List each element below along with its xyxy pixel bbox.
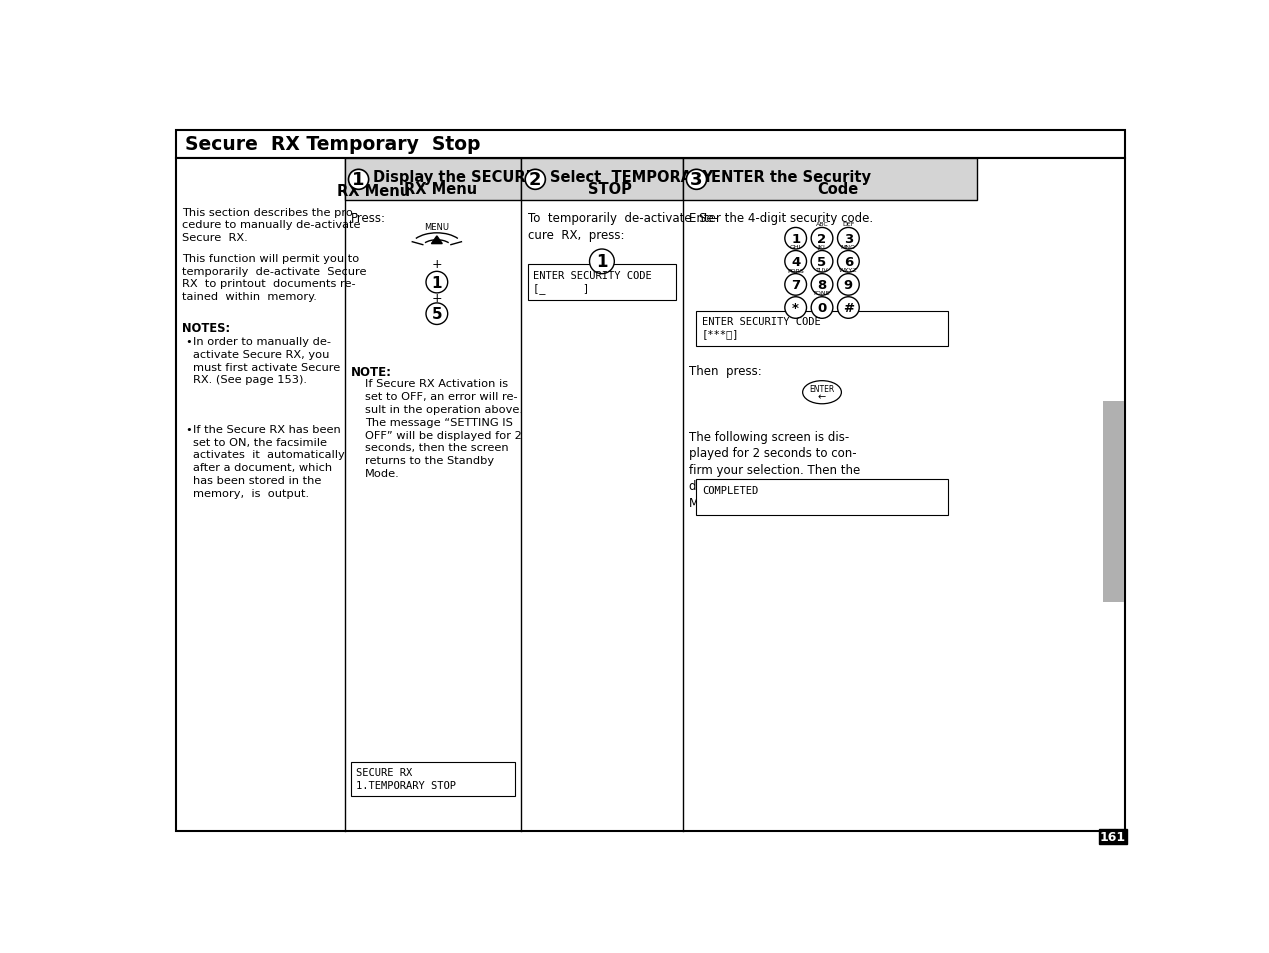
Circle shape <box>784 297 807 319</box>
Text: ENTER SECURITY CODE
[***͟]: ENTER SECURITY CODE [***͟] <box>702 316 821 339</box>
Text: 2: 2 <box>817 233 826 246</box>
Text: 5: 5 <box>431 307 442 322</box>
Text: COMPLETED: COMPLETED <box>702 485 758 496</box>
Text: 5: 5 <box>817 255 826 269</box>
Circle shape <box>838 252 859 273</box>
Text: Press:: Press: <box>350 213 386 225</box>
Circle shape <box>838 228 859 250</box>
Text: 7: 7 <box>791 278 801 292</box>
Text: 1: 1 <box>431 275 442 291</box>
Text: DEF: DEF <box>843 222 854 227</box>
Text: ABC: ABC <box>816 222 829 227</box>
Text: In order to manually de-
activate Secure RX, you
must first activate Secure
RX. : In order to manually de- activate Secure… <box>193 336 340 385</box>
Text: Secure  RX Temporary  Stop: Secure RX Temporary Stop <box>185 135 481 153</box>
Text: MNO: MNO <box>841 245 855 250</box>
Text: TUV: TUV <box>816 268 829 273</box>
Circle shape <box>811 274 832 295</box>
Circle shape <box>525 171 546 191</box>
Circle shape <box>838 297 859 319</box>
Text: Display the SECURE: Display the SECURE <box>373 170 536 185</box>
Bar <box>697 312 948 347</box>
Text: •: • <box>185 424 192 435</box>
Text: 161: 161 <box>1099 830 1126 843</box>
Text: ENTER SECURITY CODE
[_      ]: ENTER SECURITY CODE [_ ] <box>533 271 652 294</box>
Text: 1: 1 <box>791 233 801 246</box>
Circle shape <box>784 252 807 273</box>
Text: To  temporarily  de-activate  Se-
cure  RX,  press:: To temporarily de-activate Se- cure RX, … <box>528 213 718 241</box>
Bar <box>1103 402 1124 602</box>
Text: 6: 6 <box>844 255 853 269</box>
Text: JKL: JKL <box>817 245 827 250</box>
Text: 1: 1 <box>596 253 608 271</box>
Bar <box>683 159 977 201</box>
Bar <box>345 159 522 201</box>
Circle shape <box>811 297 832 319</box>
Text: 8: 8 <box>817 278 826 292</box>
Text: 3: 3 <box>690 172 703 189</box>
Text: #: # <box>843 302 854 314</box>
Text: MENU: MENU <box>424 222 449 232</box>
Bar <box>1099 829 1127 844</box>
Text: Then  press:: Then press: <box>689 365 761 378</box>
Text: *: * <box>792 302 799 314</box>
Circle shape <box>838 274 859 295</box>
Text: +: + <box>431 258 442 271</box>
Text: RX Menu: RX Menu <box>336 184 410 198</box>
Bar <box>350 762 515 796</box>
Circle shape <box>784 228 807 250</box>
Text: This section describes the pro-
cedure to manually de-activate
Secure  RX.: This section describes the pro- cedure t… <box>181 208 360 243</box>
Text: If the Secure RX has been
set to ON, the facsimile
activates  it  automatically
: If the Secure RX has been set to ON, the… <box>193 424 344 498</box>
Circle shape <box>590 250 614 274</box>
Text: 3: 3 <box>844 233 853 246</box>
Text: +: + <box>431 292 442 305</box>
Text: 2: 2 <box>529 172 542 189</box>
Bar <box>528 265 676 300</box>
Text: WXYZ: WXYZ <box>839 268 858 273</box>
Circle shape <box>784 274 807 295</box>
Text: 9: 9 <box>844 278 853 292</box>
Text: NOTES:: NOTES: <box>181 321 230 335</box>
Polygon shape <box>431 236 443 244</box>
Text: ENTER the Security: ENTER the Security <box>711 170 872 185</box>
Text: 1: 1 <box>353 172 364 189</box>
Bar <box>175 132 1126 159</box>
Text: RX Menu: RX Menu <box>404 181 477 196</box>
Circle shape <box>349 171 369 191</box>
Circle shape <box>687 171 707 191</box>
Circle shape <box>426 304 448 325</box>
Text: ←: ← <box>819 392 826 401</box>
Bar <box>522 159 683 201</box>
Text: Code: Code <box>817 181 858 196</box>
Circle shape <box>811 252 832 273</box>
Text: GHI: GHI <box>789 245 802 250</box>
Text: 4: 4 <box>791 255 801 269</box>
Text: •: • <box>185 336 192 347</box>
Text: 0: 0 <box>817 302 826 314</box>
Text: If Secure RX Activation is
set to OFF, an error will re-
sult in the operation a: If Secure RX Activation is set to OFF, a… <box>364 379 523 478</box>
Text: Select  TEMPORARY: Select TEMPORARY <box>549 170 713 185</box>
Text: This function will permit you to
temporarily  de-activate  Secure
RX  to printou: This function will permit you to tempora… <box>181 253 367 302</box>
Circle shape <box>426 272 448 294</box>
Ellipse shape <box>803 381 841 404</box>
Text: The following screen is dis-
played for 2 seconds to con-
firm your selection. T: The following screen is dis- played for … <box>689 431 869 510</box>
Text: PQRS: PQRS <box>787 268 805 273</box>
Text: Enter the 4-digit security code.: Enter the 4-digit security code. <box>689 213 873 225</box>
Text: STOP: STOP <box>588 181 632 196</box>
Text: ENTER: ENTER <box>810 384 835 394</box>
Bar <box>697 479 948 516</box>
Text: NOTE:: NOTE: <box>350 366 392 379</box>
Circle shape <box>811 228 832 250</box>
Text: SECURE RX
1.TEMPORARY STOP: SECURE RX 1.TEMPORARY STOP <box>357 767 457 790</box>
Text: TONE: TONE <box>813 291 831 295</box>
